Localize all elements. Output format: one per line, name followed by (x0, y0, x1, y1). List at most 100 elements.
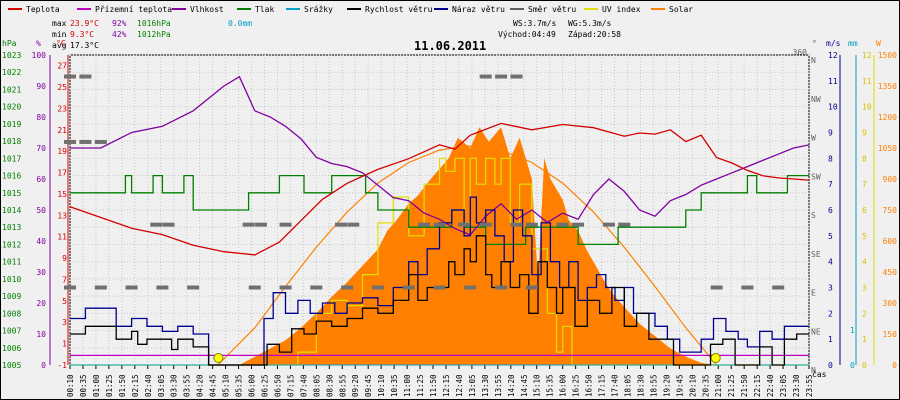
axis-uv-tick: 5 (862, 232, 867, 241)
axis-temp-tick: 15 (57, 190, 67, 199)
axis-ms-tick: 4 (828, 258, 833, 267)
axis-pct-tick: 40 (36, 237, 46, 246)
x-tick-label: 03:55 (183, 374, 192, 397)
wind-dir-marker (279, 285, 292, 290)
axis-uv-tick: 3 (862, 284, 867, 293)
axis-uv-tick: 8 (862, 154, 867, 163)
axis-w-title: W (876, 39, 881, 48)
x-tick-label: 17:15 (598, 374, 607, 397)
wind-dir-marker (347, 222, 360, 227)
axis-pct-tick: 90 (36, 82, 46, 91)
axis-w-tick: 1350 (878, 82, 897, 91)
axis-uv-tick: 7 (862, 180, 867, 189)
wind-dir-marker (334, 222, 347, 227)
x-tick-label: 23:55 (805, 374, 814, 397)
x-tick-label: 18:30 (636, 374, 645, 397)
axis-dir-compass: SW (811, 172, 821, 181)
axis-dir-tick: 360 (793, 48, 808, 57)
x-tick-label: 17:40 (611, 374, 620, 397)
axis-mm-tick: 1 (850, 326, 855, 335)
x-tick-label: 11:50 (429, 374, 438, 397)
axis-ms-tick: 12 (828, 51, 838, 60)
axis-ms-tick: 2 (828, 309, 833, 318)
axis-w-tick: 0 (892, 361, 897, 370)
x-tick-label: 21:25 (727, 374, 736, 397)
stat-min-temp: 9.3°C (70, 30, 94, 39)
axis-w-tick: 750 (883, 206, 898, 215)
axis-pct-tick: 100 (32, 51, 47, 60)
wind-dir-marker (741, 285, 754, 290)
x-tick-label: 21:50 (740, 374, 749, 397)
x-tick-label: 07:15 (286, 374, 295, 397)
axis-w-tick: 150 (883, 330, 898, 339)
humidity-line (70, 75, 810, 236)
axis-ms-tick: 8 (828, 154, 833, 163)
x-tick-label: 05:35 (235, 374, 244, 397)
legend-label: Vlhkost (190, 5, 224, 14)
axis-hpa-tick: 1018 (2, 137, 21, 146)
wind-dir-marker (162, 222, 175, 227)
wind-dir-marker (64, 139, 76, 144)
axis-hpa-tick: 1006 (2, 344, 21, 353)
axis-pct-tick: 30 (36, 268, 46, 277)
axis-temp-tick: 19 (57, 147, 67, 156)
wind-dir-marker (495, 74, 508, 79)
x-tick-label: 04:45 (209, 374, 218, 397)
wind-dir-marker (79, 139, 92, 144)
x-tick-label: 22:15 (753, 374, 762, 397)
axis-hpa-tick: 1023 (2, 51, 21, 60)
plot-area (64, 54, 810, 366)
x-tick-label: 13:55 (494, 374, 503, 397)
x-tick-label: 07:40 (299, 374, 308, 397)
x-tick-label: 16:50 (585, 374, 594, 397)
axis-hpa-tick: 1008 (2, 309, 21, 318)
stats-block: max 23.9°C 92% 1016hPa 0.0mm min 9.3°C 4… (52, 19, 252, 50)
axis-ms-title: m/s (826, 39, 841, 48)
x-tick-label: 23:30 (792, 374, 801, 397)
wind-dir-marker (495, 285, 508, 290)
wind-dir-marker (572, 222, 585, 227)
wind-dir-marker (710, 285, 723, 290)
wind-dir-marker (156, 285, 169, 290)
sunset-time: Západ:20:58 (568, 30, 621, 39)
axis-dir-compass: W (811, 134, 816, 143)
axis-uv-tick: 6 (862, 206, 867, 215)
axis-w-tick: 300 (883, 299, 898, 308)
solar-theory-line (217, 145, 718, 366)
wind-dir-marker (79, 74, 92, 79)
axis-uv-tick: 11 (862, 77, 872, 86)
axis-ms-tick: 10 (828, 103, 838, 112)
x-tick-label: 04:20 (196, 374, 205, 397)
axis-pct-tick: 0 (41, 361, 46, 370)
axis-temp-tick: 25 (57, 83, 67, 92)
axis-uv-tick: 0 (862, 361, 867, 370)
wind-dir-marker (187, 285, 200, 290)
x-tick-label: 09:20 (351, 374, 360, 397)
x-tick-label: 06:25 (260, 374, 269, 397)
wind-dir-marker (602, 222, 615, 227)
wind-wg: WG:5.3m/s (568, 19, 612, 28)
axis-pct-tick: 10 (36, 330, 46, 339)
axis-dir-compass: SE (811, 250, 821, 259)
wind-dir-marker (254, 222, 267, 227)
x-tick-label: 01:50 (118, 374, 127, 397)
axis-hpa-tick: 1015 (2, 189, 21, 198)
stat-max-hum: 92% (112, 19, 127, 28)
x-tick-label: 13:30 (481, 374, 490, 397)
axis-uv-tick: 9 (862, 129, 867, 138)
stat-min-press: 1012hPa (137, 30, 171, 39)
axis-mm-title: mm (848, 39, 858, 48)
axis-temp-tick: -1 (57, 361, 67, 370)
legend-label: Náraz větru (452, 5, 505, 14)
axis-temp-tick: 27 (57, 62, 67, 71)
axis-hpa-tick: 1014 (2, 206, 21, 215)
x-tick-label: 03:30 (170, 374, 179, 397)
stat-min-hum: 42% (112, 30, 127, 39)
wind-dir-marker (556, 222, 569, 227)
axis-hpa-tick: 1016 (2, 172, 21, 181)
axis-temp-tick: 5 (62, 297, 67, 306)
axis-hpa-tick: 1005 (2, 361, 21, 370)
x-tick-label: 16:00 (559, 374, 568, 397)
x-tick-label: 20:35 (701, 374, 710, 397)
axis-dir-title: ° (812, 39, 817, 48)
